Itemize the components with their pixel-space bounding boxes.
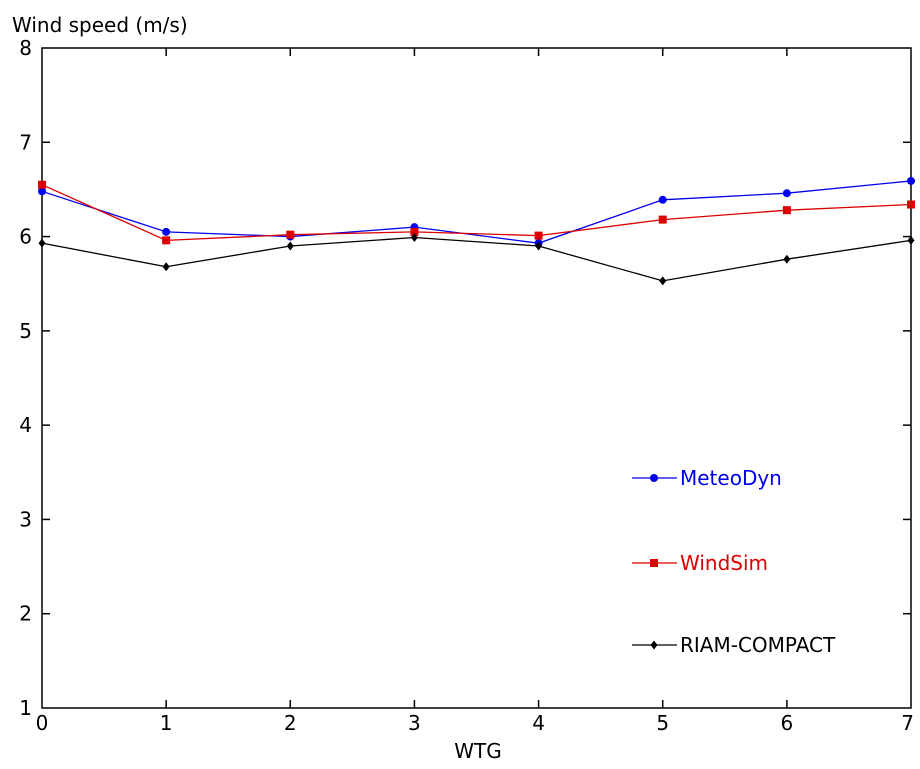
data-point-riam-compact (783, 254, 791, 264)
x-tick-label: 1 (160, 711, 173, 735)
y-tick-label: 8 (19, 36, 32, 60)
data-point-riam-compact (162, 262, 170, 272)
legend-item-riam-compact: RIAM-COMPACT (632, 633, 836, 657)
y-tick-label: 6 (19, 225, 32, 249)
legend-marker (650, 474, 658, 482)
data-point-windsim (658, 215, 667, 224)
y-tick-label: 1 (19, 696, 32, 720)
y-tick-label: 3 (19, 507, 32, 531)
data-point-windsim (782, 206, 791, 215)
data-point-meteodyn (782, 189, 791, 198)
y-tick-label: 7 (19, 130, 32, 154)
y-axis-title: Wind speed (m/s) (12, 13, 188, 37)
series-line-windsim (41, 184, 912, 241)
data-point-windsim (907, 200, 915, 209)
legend: MeteoDyn WindSim RIAM-COMPACT (632, 466, 836, 657)
legend-label: RIAM-COMPACT (680, 633, 836, 657)
data-point-meteodyn (658, 195, 667, 204)
data-point-windsim (162, 236, 171, 245)
data-point-riam-compact (659, 276, 667, 286)
data-point-riam-compact (286, 241, 294, 251)
series-windsim (38, 180, 915, 245)
series-layer (38, 176, 915, 286)
x-tick-label: 6 (780, 711, 793, 735)
x-tick-label: 0 (36, 711, 49, 735)
legend-item-meteodyn: MeteoDyn (632, 466, 782, 490)
data-point-windsim (534, 231, 543, 240)
legend-label: WindSim (680, 551, 768, 575)
x-tick-label: 4 (532, 711, 545, 735)
data-point-riam-compact (38, 238, 46, 248)
y-tick-label: 2 (19, 602, 32, 626)
data-point-windsim (38, 180, 46, 189)
x-tick-label: 7 (901, 711, 914, 735)
legend-label: MeteoDyn (680, 466, 782, 490)
y-axis-ticks: 1 2 3 4 5 6 7 8 (19, 36, 911, 720)
data-point-windsim (410, 227, 419, 236)
data-point-riam-compact (410, 233, 418, 243)
data-point-meteodyn (907, 176, 915, 185)
data-point-windsim (286, 230, 295, 239)
plot-frame (41, 47, 912, 709)
legend-marker (650, 559, 658, 567)
x-tick-label: 5 (656, 711, 669, 735)
data-point-riam-compact (535, 241, 543, 251)
series-line-meteodyn (41, 180, 912, 244)
x-axis-title: WTG (454, 739, 502, 763)
data-point-riam-compact (907, 235, 915, 245)
legend-item-windsim: WindSim (632, 551, 768, 575)
x-tick-label: 2 (284, 711, 297, 735)
x-tick-label: 3 (408, 711, 421, 735)
legend-marker (650, 640, 658, 650)
data-point-meteodyn (162, 227, 171, 236)
series-line-riam-compact (41, 236, 912, 282)
data-point-meteodyn (38, 187, 46, 196)
y-tick-label: 4 (19, 413, 32, 437)
x-axis-ticks: 0 1 2 3 4 5 6 7 (36, 48, 914, 735)
series-riam-compact (38, 233, 915, 286)
y-tick-label: 5 (19, 319, 32, 343)
